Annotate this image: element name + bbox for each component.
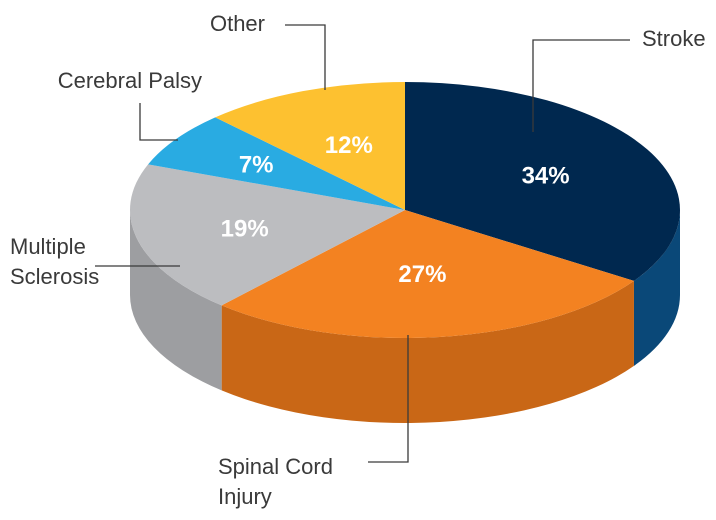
slice <box>405 82 680 281</box>
category-label: Stroke <box>642 26 706 51</box>
leader-line <box>285 24 326 90</box>
category-label: Multiple Sclerosis <box>10 234 99 289</box>
value-label: 34% <box>522 162 570 189</box>
leader-line <box>532 39 630 132</box>
value-label: 27% <box>398 261 446 288</box>
slice <box>215 82 405 210</box>
category-label-line: Stroke <box>642 26 706 51</box>
category-label-line: Cerebral Palsy <box>58 68 202 93</box>
slice <box>130 164 405 306</box>
category-label-line: Other <box>210 11 265 36</box>
category-label: Other <box>210 11 265 36</box>
leader-line <box>139 103 178 141</box>
category-label-line: Sclerosis <box>10 264 99 289</box>
value-label: 12% <box>325 132 373 159</box>
value-label: 19% <box>221 215 269 242</box>
slice-side <box>130 210 222 391</box>
slice <box>221 210 634 338</box>
category-label-line: Spinal Cord <box>218 454 339 479</box>
value-label: 7% <box>239 151 274 178</box>
slice <box>148 117 405 210</box>
category-label-line: Multiple <box>10 234 92 259</box>
leader-line <box>368 335 409 463</box>
slice-side <box>633 210 680 366</box>
category-label: Spinal Cord Injury <box>218 454 339 509</box>
category-label-line: Injury <box>218 484 272 509</box>
slice-side <box>221 280 634 424</box>
category-label: Cerebral Palsy <box>58 68 202 93</box>
